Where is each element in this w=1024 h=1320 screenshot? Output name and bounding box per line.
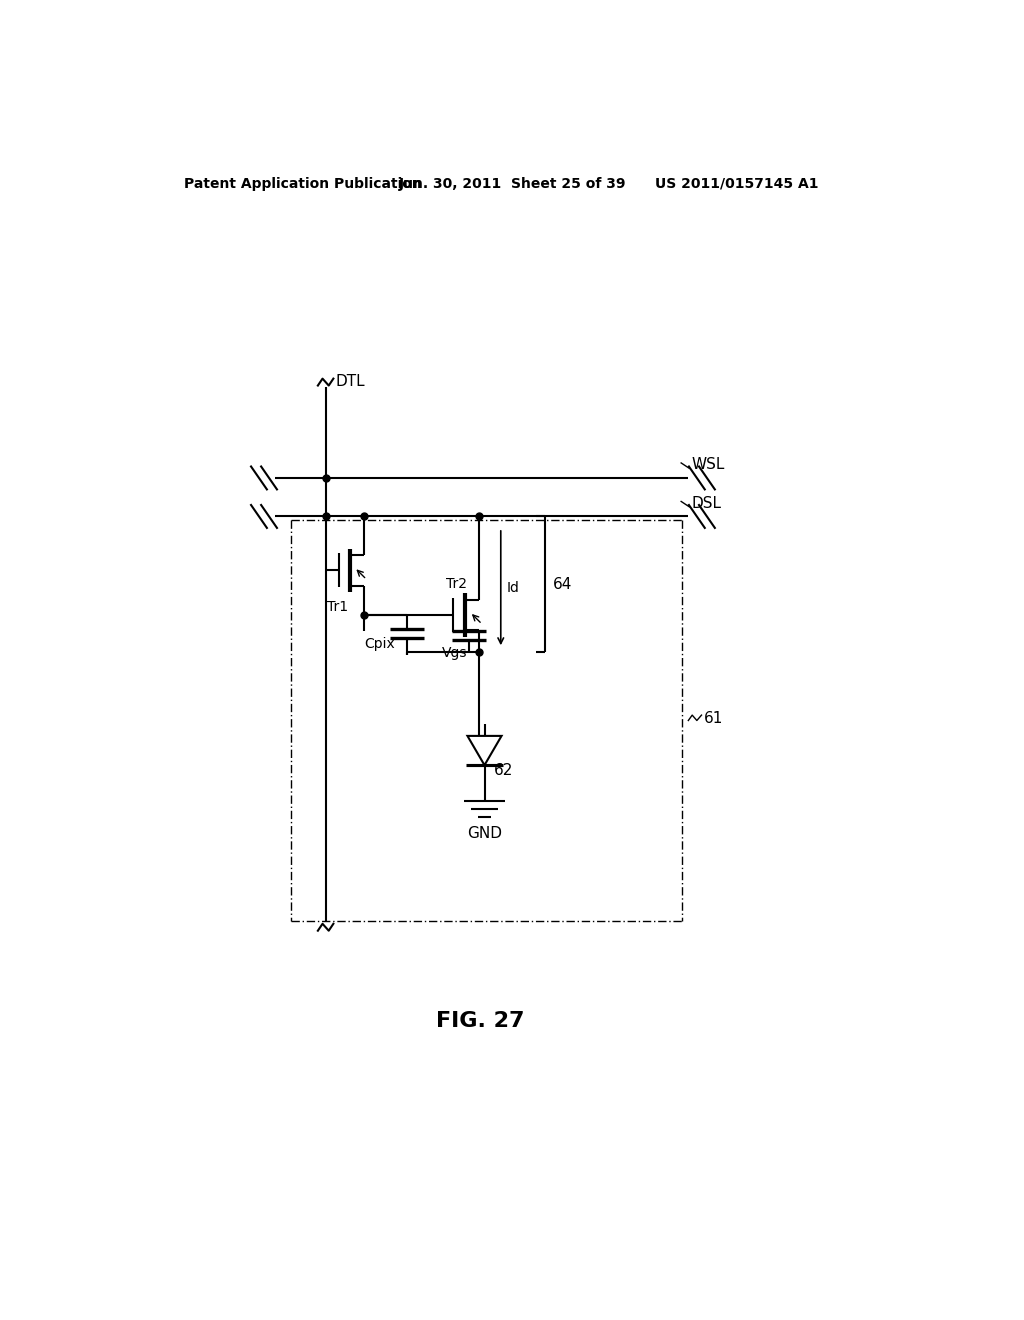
Text: 62: 62: [494, 763, 513, 777]
Text: GND: GND: [467, 826, 502, 841]
Text: 64: 64: [553, 577, 572, 591]
Text: US 2011/0157145 A1: US 2011/0157145 A1: [655, 177, 818, 191]
Text: DTL: DTL: [336, 374, 366, 389]
Text: Tr2: Tr2: [445, 577, 467, 591]
Text: Cpix: Cpix: [365, 638, 395, 651]
Text: FIG. 27: FIG. 27: [436, 1011, 525, 1031]
Text: WSL: WSL: [691, 457, 725, 473]
Text: Id: Id: [507, 581, 520, 595]
Text: Tr1: Tr1: [328, 601, 348, 614]
Text: Vgs: Vgs: [442, 645, 467, 660]
Text: DSL: DSL: [691, 496, 722, 511]
Text: 61: 61: [703, 710, 723, 726]
Text: Patent Application Publication: Patent Application Publication: [183, 177, 422, 191]
Text: Jun. 30, 2011  Sheet 25 of 39: Jun. 30, 2011 Sheet 25 of 39: [399, 177, 627, 191]
